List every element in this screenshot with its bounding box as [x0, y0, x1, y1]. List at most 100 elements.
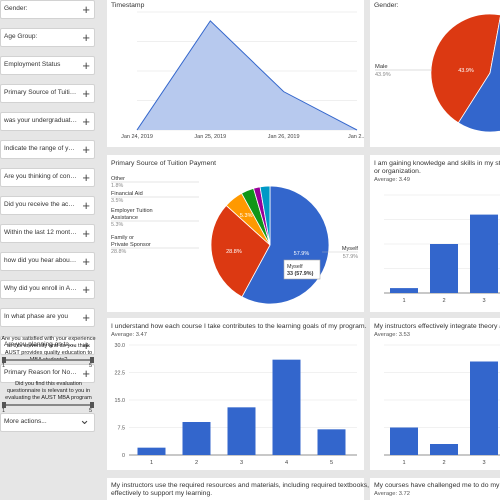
plus-icon[interactable]: + [82, 30, 90, 45]
filter-dropdown[interactable]: Primary Source of Tuition... + [0, 84, 95, 103]
filter-dropdown[interactable]: was your undergraduate ... + [0, 112, 95, 131]
slice-value-label: 57.9% [294, 251, 310, 257]
goals-card: I understand how each course I take cont… [107, 318, 366, 470]
integrate-average: Average: 3.53 [374, 332, 410, 338]
legend-label: Myself [342, 246, 359, 252]
filter-label: Age Group: [4, 33, 38, 40]
x-tick-label: 3 [240, 460, 243, 466]
integrate-title: My instructors effectively integrate the… [374, 323, 500, 339]
x-tick-label: 2 [442, 460, 445, 466]
legend-value: 28.8% [111, 249, 126, 255]
tooltip-value: 33 (57.9%) [287, 271, 314, 277]
plus-icon[interactable]: + [82, 2, 90, 17]
plus-icon[interactable]: + [82, 338, 90, 353]
slice-value-label: 5.3% [240, 213, 253, 219]
more-actions-button[interactable]: More actions... ⌄ [0, 412, 95, 432]
plus-icon[interactable]: + [82, 310, 90, 325]
goals-title-text: I understand how each course I take cont… [111, 323, 367, 330]
filter-dropdown[interactable]: Within the last 12 months... + [0, 224, 95, 243]
x-tick-label: 2 [442, 298, 445, 304]
filter-dropdown[interactable]: Why did you enroll in AUS... + [0, 280, 95, 299]
legend-value: 3.5% [111, 198, 123, 204]
filter-label: Gender: [4, 5, 28, 12]
area-line [136, 20, 358, 131]
slider-handle-max[interactable] [90, 357, 94, 363]
filter-dropdown[interactable]: Indicate the range of your... + [0, 140, 95, 159]
bar [227, 407, 256, 455]
plus-icon[interactable]: + [82, 198, 90, 213]
filter-label: how did you hear about A... [4, 257, 78, 264]
chevron-down-icon: ⌄ [79, 412, 90, 427]
x-tick-label: 2 [195, 460, 198, 466]
filter-dropdown[interactable]: In what phase are you + [0, 308, 95, 327]
plus-icon[interactable]: + [82, 58, 90, 73]
range-slider: Did you find this evaluation questionnai… [0, 381, 97, 419]
bar [430, 444, 458, 455]
integrate-title-text: My instructors effectively integrate the… [374, 323, 500, 330]
goals-title: I understand how each course I take cont… [111, 323, 366, 339]
filter-dropdown[interactable]: Did you receive the acade... + [0, 196, 95, 215]
slider-handle-max[interactable] [90, 402, 94, 408]
pie-slice [457, 16, 500, 133]
knowledge-title: I am gaining knowledge and skills in my … [374, 160, 500, 184]
knowledge-chart: 1 2 3 [384, 194, 500, 304]
pie-slice [430, 13, 500, 124]
bar [430, 244, 458, 293]
filter-dropdown[interactable]: Employment Status + [0, 56, 95, 75]
legend-value: 43.9% [375, 72, 391, 78]
filter-label: Primary Source of Tuition... [4, 89, 78, 96]
timestamp-title: Timestamp [111, 2, 145, 9]
gender-chart: 43.9% Male 43.9% [375, 13, 500, 133]
legend-label: Other [111, 176, 125, 182]
slider-question: Did you find this evaluation questionnai… [5, 381, 92, 401]
x-tick-label: 1 [402, 460, 405, 466]
filter-dropdown[interactable]: Age Group: + [0, 28, 95, 47]
bar [390, 288, 418, 293]
challenged-title-text: My courses have challenged me to do my b… [374, 482, 500, 489]
filter-label: was your undergraduate ... [4, 117, 78, 124]
filter-dropdown[interactable]: Are you thinking of contin... + [0, 168, 95, 187]
filter-dropdown[interactable]: Are you planning on takin... + [0, 336, 95, 355]
legend-value: 5.3% [111, 222, 123, 228]
x-tick-label: Jan 24, 2019 [121, 134, 153, 140]
filter-dropdown[interactable]: how did you hear about A... + [0, 252, 95, 271]
bar [317, 429, 346, 455]
filter-label: Indicate the range of your... [4, 145, 78, 152]
x-tick-label: 3 [482, 298, 485, 304]
tuition-title: Primary Source of Tuition Payment [111, 160, 217, 167]
y-tick-label: 7.5 [118, 426, 126, 432]
plus-icon[interactable]: + [82, 254, 90, 269]
x-tick-label: 1 [150, 460, 153, 466]
legend-value: 57.9% [343, 254, 358, 260]
bar [390, 427, 418, 455]
bar [470, 361, 498, 455]
plus-icon[interactable]: + [82, 170, 90, 185]
filter-label: Are you thinking of contin... [4, 173, 78, 180]
slider-track[interactable] [4, 359, 92, 361]
resources-card: My instructors use the required resource… [107, 478, 369, 500]
filter-label: Within the last 12 months... [4, 229, 78, 236]
resources-title-line2: effectively to support my learning. [111, 490, 213, 497]
plus-icon[interactable]: + [82, 86, 90, 101]
slider-handle-min[interactable] [2, 357, 6, 363]
tuition-card: Primary Source of Tuition Payment 57.9% 2… [107, 155, 364, 312]
pie-slice [210, 204, 271, 298]
goals-average: Average: 3.47 [111, 332, 147, 338]
slider-handle-min[interactable] [2, 402, 6, 408]
plus-icon[interactable]: + [82, 226, 90, 241]
plus-icon[interactable]: + [82, 282, 90, 297]
filter-dropdown[interactable]: Primary Reason for Not T... + [0, 364, 95, 383]
slider-track[interactable] [4, 404, 92, 406]
integrate-card: My instructors effectively integrate the… [370, 318, 500, 470]
plus-icon[interactable]: + [82, 142, 90, 157]
filter-dropdown[interactable]: Gender: + [0, 0, 95, 19]
legend-label: Financial Aid [111, 191, 143, 197]
knowledge-title-line2: or organization. [374, 168, 421, 175]
plus-icon[interactable]: + [82, 366, 90, 381]
plus-icon[interactable]: + [82, 114, 90, 129]
filter-label: Employment Status [4, 61, 61, 68]
x-tick-label: 3 [482, 460, 485, 466]
filter-sidebar: Gender: + Age Group: + Employment Status + Pri… [0, 0, 97, 500]
slider-min-value: 1 [2, 408, 6, 414]
slider-max-value: 5 [89, 363, 93, 369]
